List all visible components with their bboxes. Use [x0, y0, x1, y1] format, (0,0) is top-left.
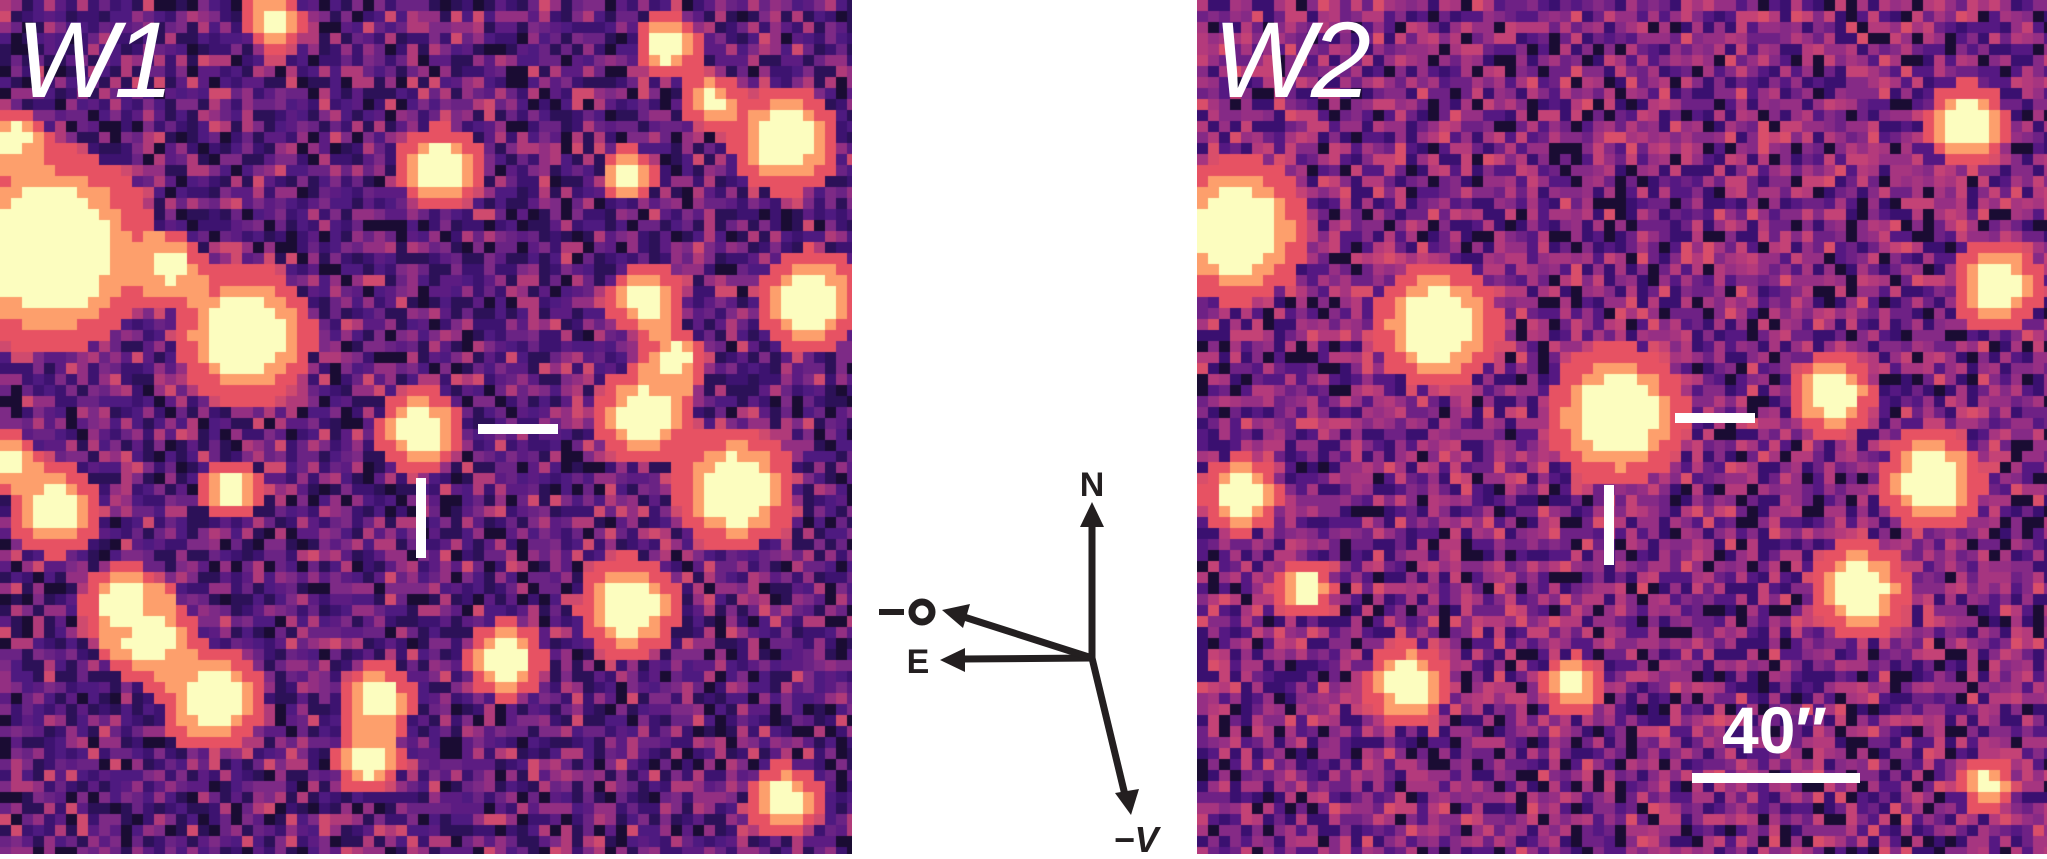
velocity-label: −V [1113, 819, 1161, 854]
sun-symbol-icon [908, 598, 936, 626]
target-marker-horizontal [1675, 413, 1755, 423]
w2-sky-image [1197, 0, 2047, 854]
target-marker-horizontal [478, 424, 558, 434]
north-label: N [1080, 466, 1105, 504]
scale-bar [1692, 773, 1860, 783]
target-marker-vertical [416, 478, 426, 558]
sun-arrow-icon [962, 613, 1094, 662]
east-arrow-icon [961, 654, 1093, 663]
velocity-arrow-icon [1088, 657, 1129, 796]
w1-sky-image [0, 0, 852, 854]
compass-arrows-icon: N E −V [879, 466, 1162, 859]
target-marker-vertical [1604, 485, 1614, 565]
east-label: E [907, 643, 930, 681]
band-label-w2: W2 [1213, 0, 1371, 120]
w1-image-panel: W1 [0, 0, 852, 854]
w2-image-panel: W2 40′′ [1197, 0, 2047, 854]
band-label-w1: W1 [16, 0, 174, 120]
scale-bar-label: 40′′ [1722, 693, 1828, 767]
orientation-compass: N E −V [852, 0, 1197, 859]
